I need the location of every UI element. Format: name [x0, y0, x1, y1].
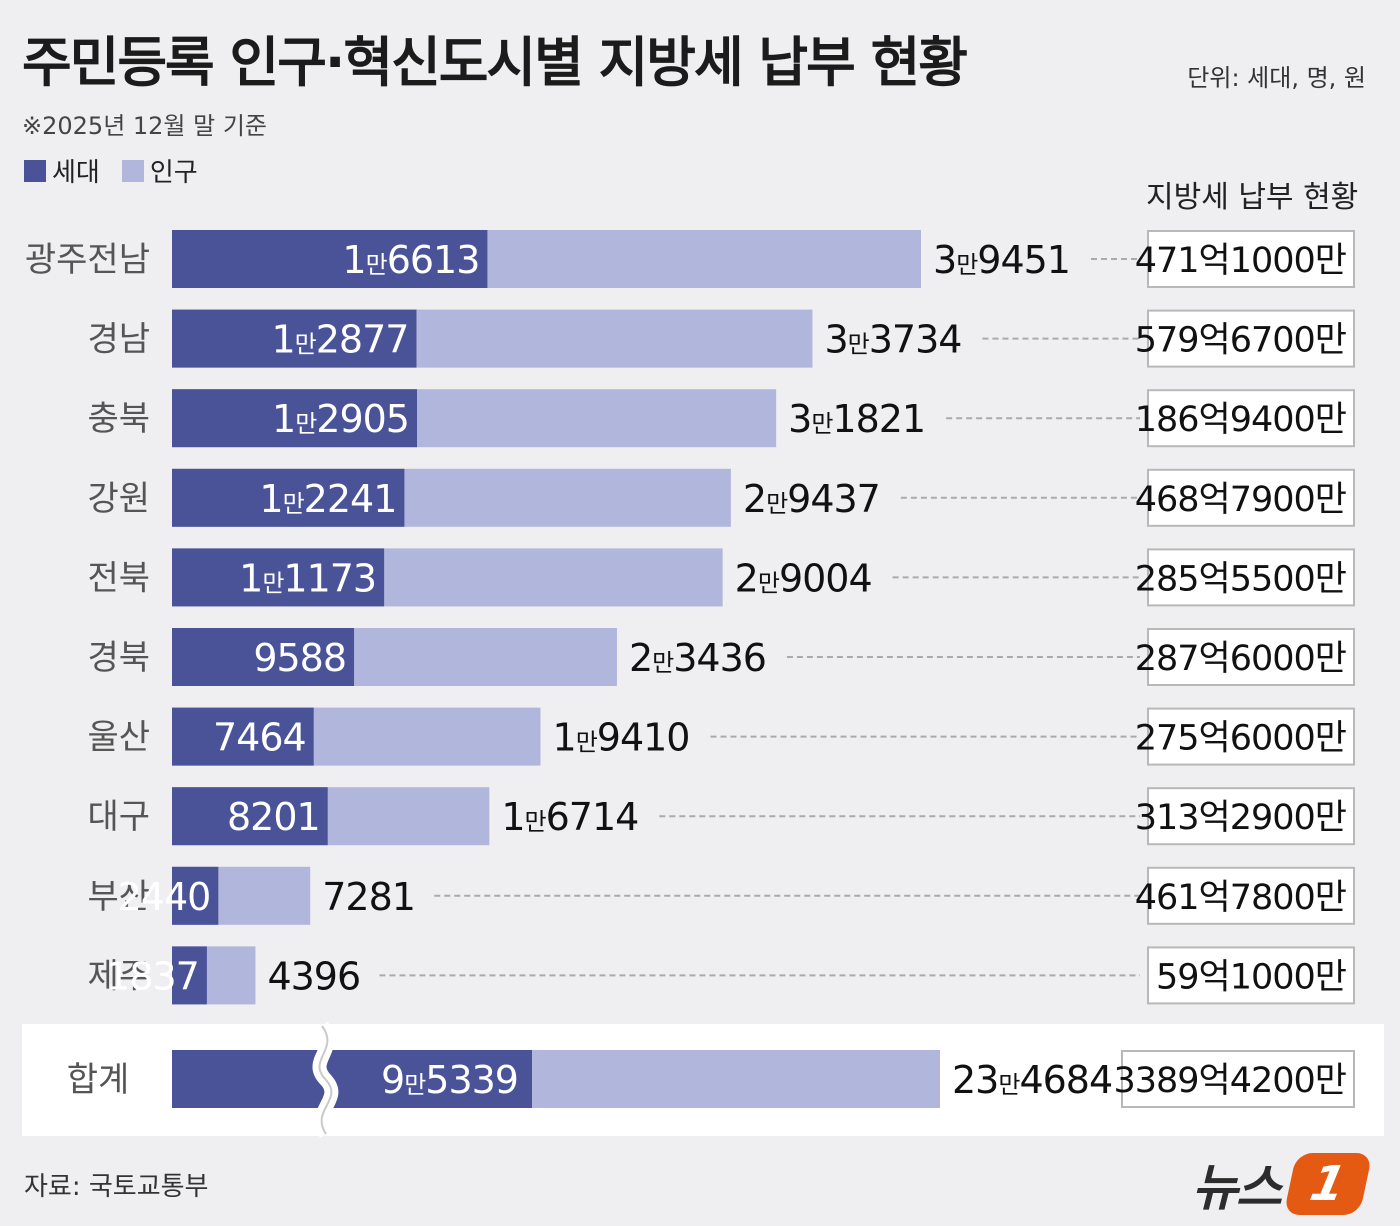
tax-value: 471억1000만 [1135, 241, 1346, 281]
category-label: 광주전남 [25, 240, 150, 280]
data-label-population: 3만9451 [933, 238, 1070, 282]
tax-box [1147, 230, 1355, 288]
data-label-population: 1만6714 [501, 795, 638, 839]
bar-households [172, 389, 418, 448]
unit-note: 단위: 세대, 명, 원 [1187, 64, 1366, 92]
category-label: 경남 [87, 320, 150, 360]
tax-value: 468억7900만 [1135, 480, 1346, 520]
tax-value: 579억6700만 [1135, 321, 1346, 361]
data-label-households: 7464 [213, 716, 306, 760]
tax-value: 461억7800만 [1135, 878, 1346, 918]
tax-box [1147, 468, 1355, 527]
category-label: 충북 [87, 399, 150, 439]
data-label-population: 2만3436 [629, 636, 766, 680]
tax-column-header: 지방세 납부 현황 [1146, 180, 1359, 215]
category-label: 부산 [87, 877, 150, 917]
legend-swatch-households [24, 159, 46, 182]
data-label-total-households: 9만5339 [381, 1058, 518, 1102]
tax-box [1147, 628, 1355, 686]
news1-logo: 뉴스 1 [1192, 1148, 1373, 1220]
bar-households [172, 628, 355, 686]
data-label-population: 7281 [322, 875, 415, 919]
tax-box [1147, 309, 1355, 368]
bar-households [172, 230, 488, 288]
data-label-households: 8201 [227, 795, 320, 839]
axis-break-outline [318, 1025, 333, 1135]
data-label-households: 1837 [106, 954, 199, 998]
category-label: 제주 [87, 956, 150, 996]
data-label-population: 2만9004 [735, 556, 872, 600]
bar-total-households [172, 1050, 532, 1108]
data-label-households: 1만2877 [271, 318, 408, 362]
logo-text: 뉴스 [1192, 1159, 1282, 1217]
source-note: 자료: 국토교통부 [24, 1172, 209, 1202]
bar-households [172, 946, 207, 1005]
legend-label-population: 인구 [149, 158, 198, 188]
legend-swatch-population [121, 159, 144, 182]
data-label-total-population: 23만4684 [952, 1058, 1112, 1102]
total-tax-value: 3389억4200만 [1113, 1061, 1346, 1101]
bar-households [172, 707, 314, 766]
category-label: 울산 [87, 718, 150, 758]
bar-households [172, 309, 417, 368]
bar-households [172, 468, 405, 527]
tax-box [1147, 389, 1355, 448]
total-tax-box [1121, 1050, 1355, 1108]
legend-item-population: 인구 [121, 152, 198, 189]
data-label-households: 1만2241 [259, 477, 396, 521]
legend-item-households: 세대 [24, 152, 100, 189]
category-label: 전북 [87, 558, 150, 598]
logo-badge: 1 [1283, 1153, 1373, 1215]
data-label-households: 1만1173 [239, 556, 376, 600]
page-title: 주민등록 인구·혁신도시별 지방세 납부 현황 [22, 31, 968, 94]
total-label: 합계 [67, 1060, 130, 1100]
data-label-population: 3만3734 [824, 318, 961, 362]
tax-value: 313억2900만 [1135, 798, 1346, 838]
data-label-households: 1만2905 [272, 397, 409, 441]
category-label: 강원 [87, 479, 150, 519]
tax-box [1147, 548, 1355, 607]
legend: 세대 인구 [24, 152, 212, 189]
date-note: ※2025년 12월 말 기준 [22, 112, 268, 140]
data-label-households: 1만6613 [342, 238, 479, 282]
tax-value: 285억5500만 [1135, 559, 1346, 599]
legend-label-households: 세대 [52, 158, 100, 188]
data-label-households: 2440 [118, 875, 211, 919]
tax-value: 287억6000만 [1135, 639, 1346, 679]
data-label-population: 3만1821 [788, 397, 925, 441]
bar-households [172, 866, 219, 925]
data-label-population: 1만9410 [553, 716, 690, 760]
bar-households [172, 787, 328, 846]
tax-value: 275억6000만 [1135, 719, 1346, 759]
data-label-households: 9588 [253, 636, 346, 680]
bar-households [172, 548, 385, 607]
data-label-population: 4396 [267, 954, 360, 998]
tax-value: 59억1000만 [1156, 957, 1346, 997]
data-label-population: 2만9437 [743, 477, 880, 521]
tax-value: 186억9400만 [1135, 400, 1346, 440]
tax-box [1147, 787, 1355, 846]
category-label: 경북 [87, 638, 150, 678]
tax-box [1147, 946, 1355, 1005]
tax-box [1147, 707, 1355, 766]
category-label: 대구 [87, 797, 150, 837]
tax-box [1147, 866, 1355, 925]
